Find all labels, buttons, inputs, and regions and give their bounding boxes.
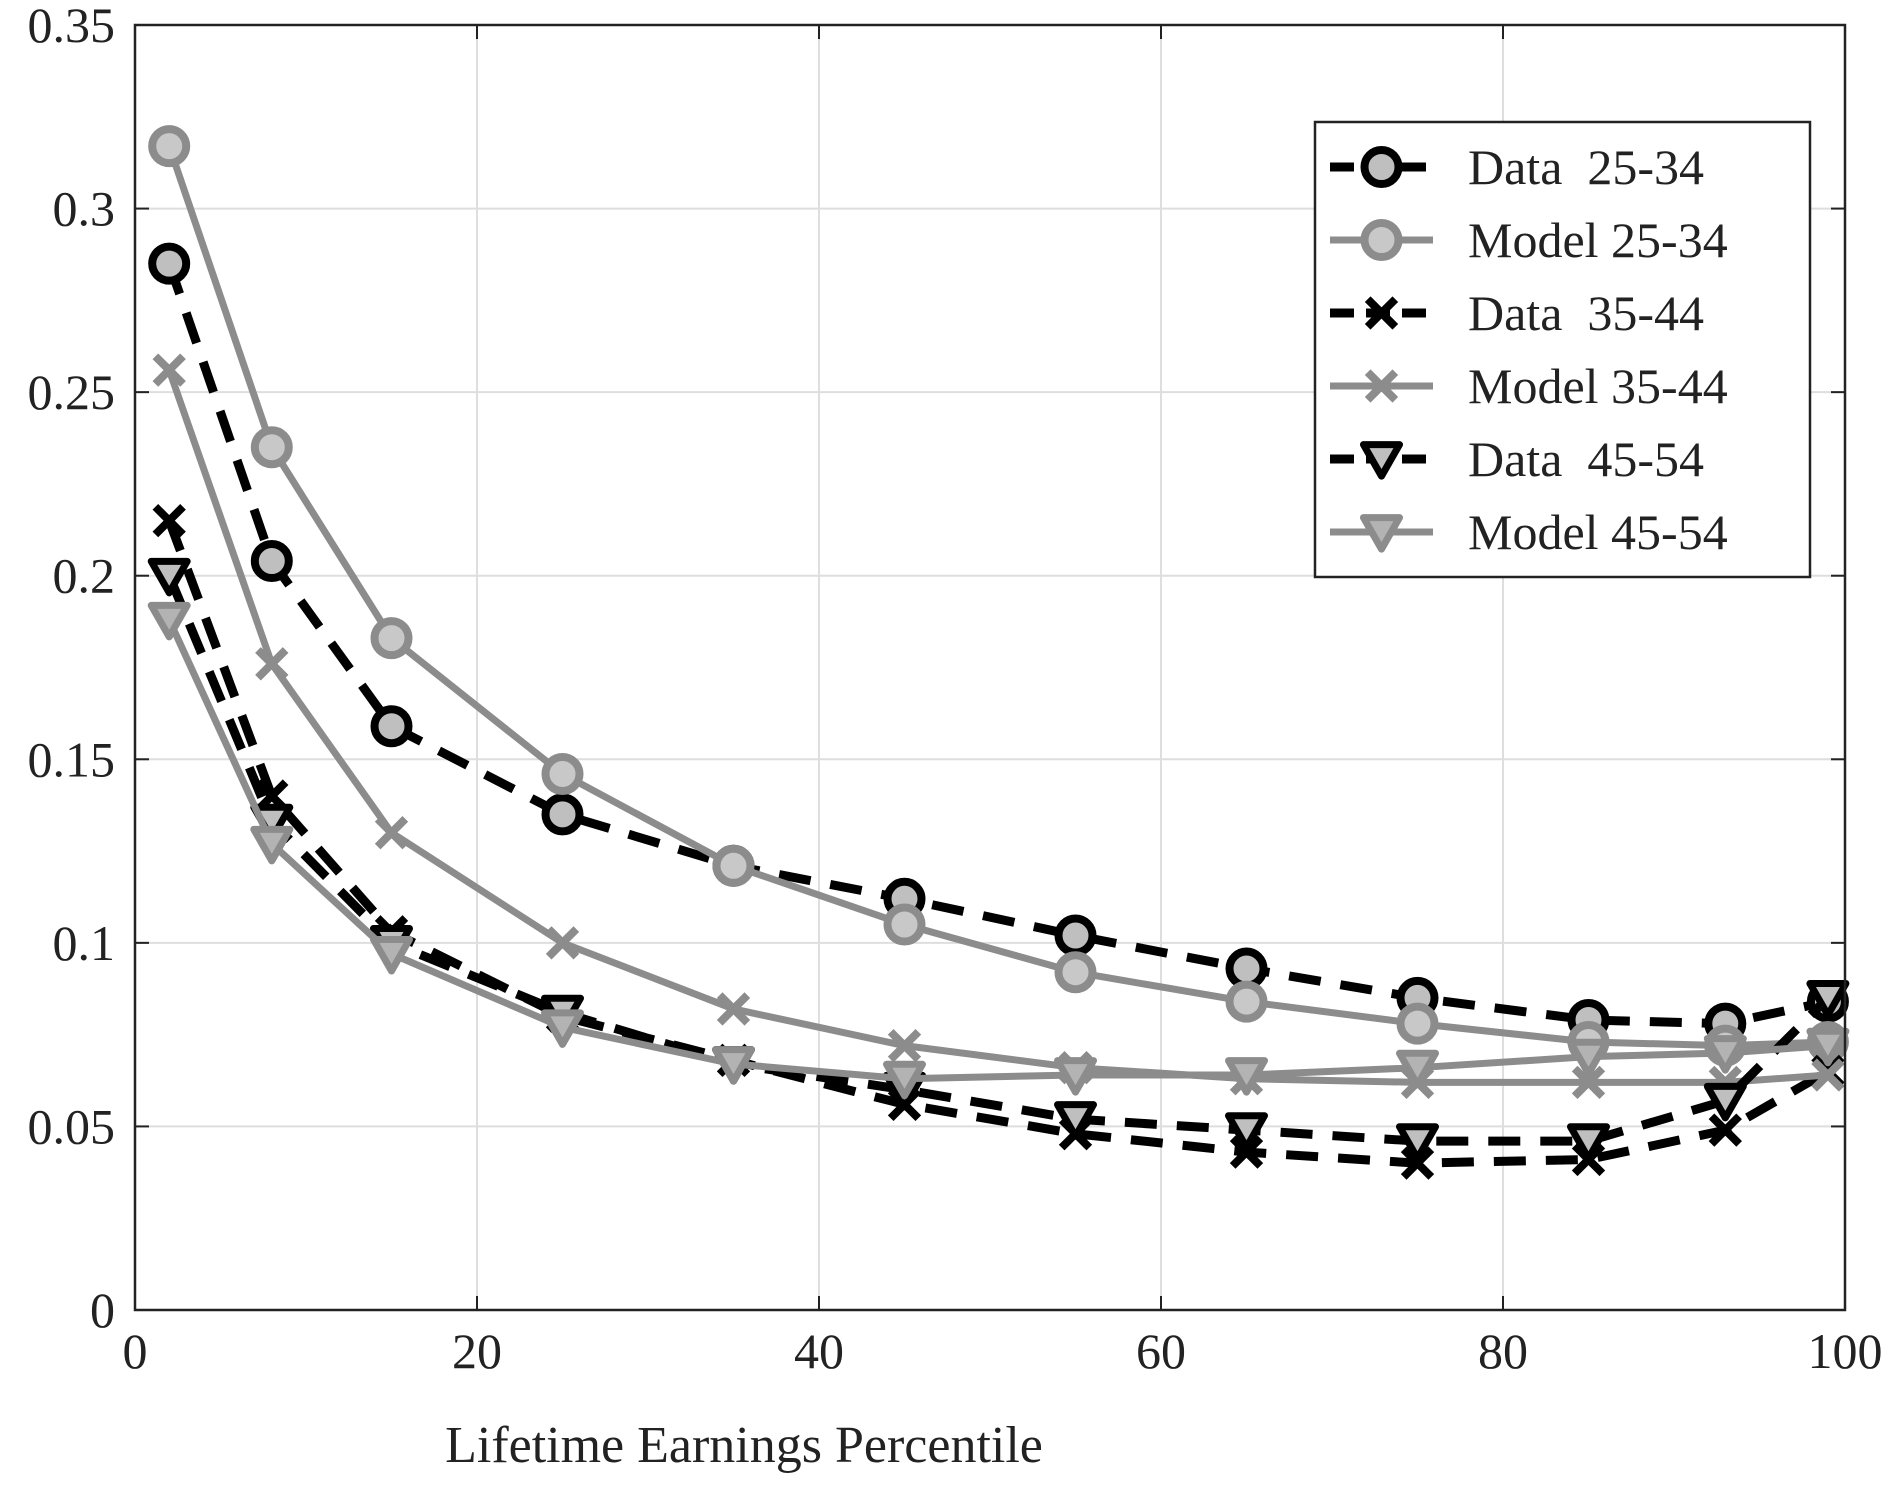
data-point — [1400, 1146, 1435, 1180]
data-point — [1225, 1112, 1268, 1151]
legend-entry: Model 45-54 — [1330, 504, 1728, 560]
plot-frame — [133, 23, 1847, 1312]
data-point — [1571, 1065, 1606, 1100]
data-point — [541, 793, 584, 836]
y-tick-label: 0.25 — [28, 364, 116, 420]
data-point — [1567, 1123, 1610, 1162]
x-tick-label: 80 — [1478, 1323, 1528, 1379]
legend-label: Data 25-34 — [1468, 139, 1704, 195]
legend: Data 25-34 Model 25-34 Data 35-44 Model 35-… — [1313, 120, 1812, 579]
legend-marker — [1360, 146, 1403, 188]
y-tick-label: 0.2 — [53, 548, 116, 604]
data-point — [370, 705, 413, 748]
data-point — [1054, 951, 1097, 994]
data-point — [152, 503, 186, 538]
axes-layer: 0 20 40 60 80 100 0 0.05 0.1 0.15 0.2 0.25 0.3 0.35 — [28, 0, 1883, 1379]
data-point — [1708, 1113, 1742, 1147]
legend-marker — [1360, 514, 1403, 553]
data-point — [1229, 1135, 1264, 1169]
legend-entry: Model 35-44 — [1330, 358, 1728, 414]
series-layer — [147, 125, 1850, 1180]
legend-entry: Data 35-44 — [1330, 285, 1704, 341]
data-point — [147, 601, 191, 641]
y-tick-label: 0.15 — [28, 731, 116, 787]
series-line — [165, 368, 1829, 1086]
x-axis-label: Lifetime Earnings Percentile — [445, 1417, 1043, 1474]
data-point — [1225, 947, 1268, 990]
data-point — [147, 557, 191, 597]
data-point — [1703, 1035, 1747, 1074]
data-point — [1396, 1002, 1439, 1045]
x-tick-label: 60 — [1136, 1323, 1186, 1379]
series-line — [164, 262, 1829, 1029]
data-point — [1396, 1123, 1439, 1162]
legend-entry: Data 45-54 — [1330, 431, 1704, 487]
legend-label: Model 25-34 — [1468, 212, 1728, 268]
data-point — [1054, 1057, 1097, 1096]
x-tick-label: 20 — [452, 1323, 502, 1379]
legend-label: Model 45-54 — [1468, 504, 1728, 560]
data-point — [712, 1046, 755, 1085]
data-point — [250, 825, 294, 865]
data-point — [712, 844, 755, 887]
data-point — [716, 992, 751, 1026]
data-point — [541, 1009, 584, 1048]
legend-label: Data 35-44 — [1468, 285, 1704, 341]
y-tick-label: 0.3 — [53, 181, 116, 237]
data-point — [1567, 1038, 1610, 1078]
legend-entry: Model 25-34 — [1330, 212, 1728, 268]
data-point — [1703, 1082, 1747, 1122]
data-point — [374, 816, 409, 850]
series-line — [166, 618, 1829, 1083]
legend-marker — [1360, 219, 1403, 261]
data-point — [148, 242, 191, 285]
y-tick-label: 0.05 — [28, 1098, 116, 1154]
series-line — [165, 573, 1832, 1146]
data-point — [250, 540, 293, 583]
data-point — [370, 935, 413, 975]
data-point — [1225, 1057, 1268, 1096]
data-point — [255, 647, 289, 681]
legend-box — [1313, 120, 1812, 579]
legend-marker — [1360, 441, 1403, 480]
data-point — [883, 903, 926, 946]
series-line — [165, 145, 1829, 1050]
data-point — [370, 617, 413, 660]
data-point — [148, 125, 191, 168]
data-point — [887, 1029, 922, 1063]
data-point — [1225, 980, 1268, 1023]
legend-label: Model 35-44 — [1468, 358, 1728, 414]
y-tick-label: 0.1 — [53, 915, 116, 971]
y-tick-label: 0.35 — [28, 0, 116, 53]
legend-entry: Data 25-34 — [1330, 139, 1704, 195]
data-point — [545, 926, 580, 960]
data-point — [541, 752, 584, 795]
legend-marker — [1364, 296, 1399, 330]
legend-marker — [1364, 369, 1399, 403]
data-point — [1811, 1058, 1845, 1092]
data-point — [883, 1060, 926, 1100]
x-tick-label: 40 — [794, 1323, 844, 1379]
data-point — [152, 353, 186, 387]
series-5 — [147, 601, 1850, 1100]
x-tick-label: 0 — [123, 1323, 148, 1379]
y-tick-label: 0 — [90, 1282, 115, 1338]
data-point — [1396, 1049, 1439, 1089]
data-point — [1054, 1101, 1097, 1140]
series-line — [164, 519, 1831, 1168]
data-point — [250, 426, 293, 469]
data-point — [1806, 1027, 1850, 1067]
data-point — [1806, 980, 1850, 1019]
data-point — [1054, 914, 1097, 957]
legend-label: Data 45-54 — [1468, 431, 1704, 487]
x-tick-label: 100 — [1808, 1323, 1883, 1379]
data-point — [255, 779, 289, 813]
